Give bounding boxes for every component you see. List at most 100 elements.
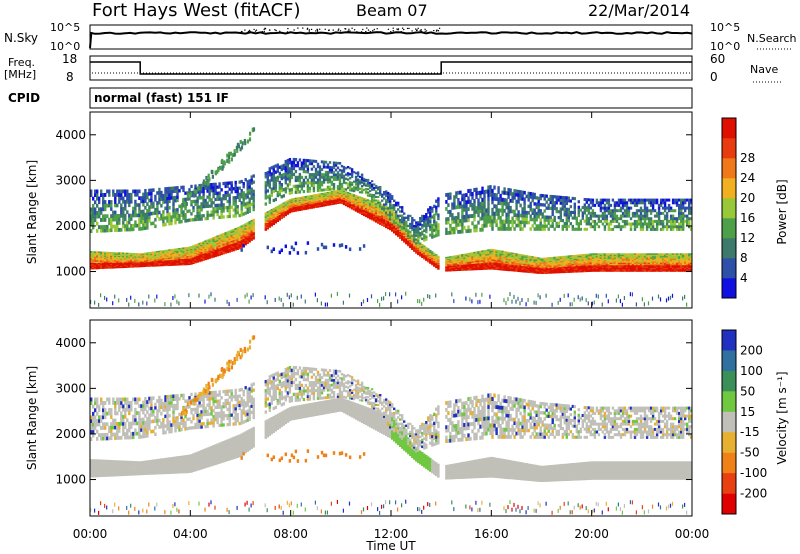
power-cell: [306, 201, 310, 203]
power-cell: [457, 262, 460, 265]
power-cell: [429, 222, 432, 226]
power-cell: [164, 216, 167, 220]
power-cell: [236, 241, 239, 244]
power-cell: [352, 186, 356, 189]
power-cell: [391, 221, 394, 224]
power-cell: [489, 294, 491, 299]
power-cell: [202, 257, 205, 260]
power-cell: [505, 269, 508, 271]
power-cell: [168, 258, 171, 261]
power-cell: [106, 224, 109, 229]
power-cell: [214, 210, 217, 214]
power-cell: [461, 208, 464, 212]
power-cell: [449, 230, 452, 235]
power-cell: [204, 201, 207, 206]
power-cell: [152, 188, 155, 192]
power-cell: [100, 293, 102, 298]
power-cell: [234, 236, 237, 238]
power-cell: [342, 193, 346, 195]
power-cell: [419, 249, 422, 251]
power-cell: [180, 213, 183, 218]
power-cell: [499, 268, 502, 271]
power-cell: [220, 236, 223, 239]
power-cell: [308, 189, 312, 193]
power-cell: [288, 182, 292, 186]
power-cell: [124, 213, 127, 218]
power-cell: [383, 222, 386, 224]
power-cell: [198, 256, 201, 259]
power-cell: [415, 250, 418, 252]
power-cell: [108, 203, 111, 208]
power-cell: [298, 209, 302, 211]
power-cell: [162, 259, 165, 261]
power-cell: [150, 254, 153, 257]
power-cell: [296, 197, 300, 199]
power-cell: [108, 200, 111, 204]
power-cell: [138, 265, 141, 267]
power-cell: [170, 258, 173, 260]
power-cell: [140, 263, 143, 265]
power-cell: [344, 204, 348, 207]
power-cell: [212, 244, 215, 247]
power-cell: [306, 198, 310, 200]
power-cell: [136, 192, 139, 197]
power-cell: [148, 259, 151, 261]
power-cell: [134, 260, 137, 262]
power-cell: [487, 250, 490, 253]
power-cell: [346, 182, 350, 185]
power-cell: [413, 234, 416, 237]
power-cell: [320, 200, 324, 203]
power-cell: [204, 258, 207, 261]
power-cell: [162, 254, 165, 257]
power-cell: [445, 207, 448, 211]
power-cell: [411, 246, 414, 248]
power-cell: [360, 210, 364, 213]
power-cell: [433, 225, 436, 229]
power-cell: [286, 211, 290, 213]
power-cell: [423, 257, 426, 259]
power-cell: [537, 263, 540, 265]
power-cell: [228, 302, 230, 307]
power-cell: [537, 208, 540, 213]
power-cell: [471, 261, 474, 263]
power-cell: [156, 260, 159, 263]
power-cell: [132, 264, 135, 266]
power-cell: [120, 259, 123, 261]
power-cell: [248, 230, 251, 232]
power-cell: [539, 271, 542, 273]
power-cell: [350, 203, 354, 205]
power-cell: [180, 185, 183, 190]
power-cell: [381, 204, 384, 207]
power-cell: [116, 203, 119, 208]
power-cell: [451, 255, 454, 258]
power-cell: [206, 250, 209, 253]
power-cell: [170, 264, 173, 266]
power-cell: [475, 262, 478, 264]
power-cell: [326, 163, 330, 167]
power-cell: [274, 220, 277, 223]
power-cell: [491, 200, 494, 205]
power-cell: [94, 189, 97, 194]
power-cell: [364, 180, 368, 183]
power-cell: [503, 267, 506, 270]
power-cell: [505, 226, 508, 231]
power-cell: [212, 251, 215, 254]
power-cell: [467, 257, 470, 260]
power-cell: [108, 264, 111, 267]
power-cell: [501, 263, 504, 265]
power-cell: [350, 198, 354, 200]
power-cell: [92, 196, 95, 201]
power-cell: [322, 245, 326, 250]
power-cell: [358, 187, 362, 190]
nsky-point: [347, 30, 349, 32]
power-cell: [509, 198, 512, 203]
power-cell: [184, 248, 187, 250]
power-cell: [324, 197, 328, 199]
power-cell: [264, 227, 267, 230]
power-cell: [405, 224, 408, 228]
power-cell: [190, 259, 193, 261]
power-cell: [306, 181, 310, 185]
power-cell: [391, 197, 394, 200]
power-cell: [322, 197, 326, 199]
power-cell: [288, 200, 292, 202]
